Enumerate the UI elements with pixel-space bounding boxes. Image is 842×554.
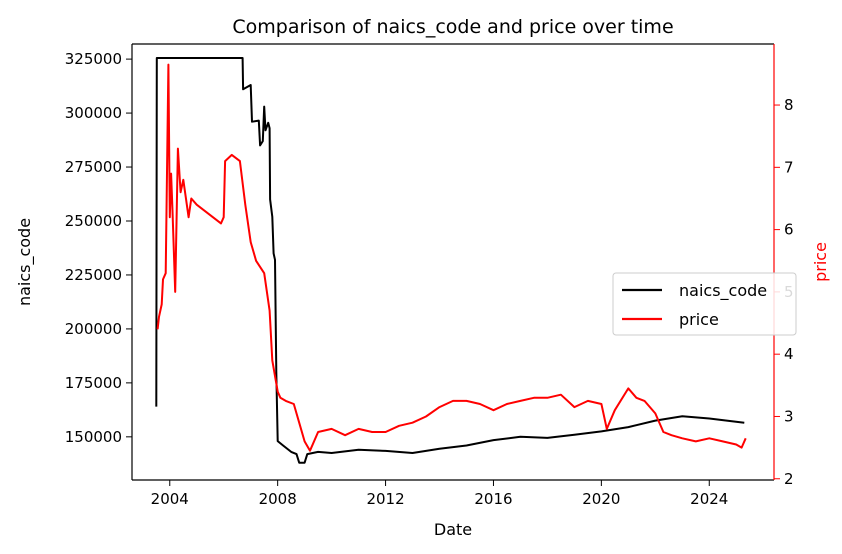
series-line-price <box>156 63 747 452</box>
y-left-tick-label: 300000 <box>65 104 122 122</box>
series-layer <box>155 57 747 464</box>
plot-frame <box>132 44 774 480</box>
x-tick-label: 2020 <box>582 490 620 508</box>
y-right-axis-label: price <box>811 242 830 282</box>
y-left-tick-label: 250000 <box>65 212 122 230</box>
y-right-tick-label: 8 <box>784 96 794 114</box>
x-tick-label: 2012 <box>366 490 404 508</box>
x-tick-label: 2008 <box>259 490 297 508</box>
y-right-tick-label: 4 <box>784 345 794 363</box>
x-tick-label: 2016 <box>474 490 512 508</box>
x-axis-label: Date <box>434 520 472 539</box>
y-left-tick-label: 325000 <box>65 50 122 68</box>
legend-label-naics_code: naics_code <box>679 281 767 301</box>
legend: naics_code price <box>612 272 797 336</box>
series-line-naics_code <box>155 57 745 464</box>
legend-label-price: price <box>679 310 719 329</box>
y-left-tick-label: 175000 <box>65 374 122 392</box>
x-axis-ticks: 2004 2008 2012 2016 2020 2024 <box>151 480 728 508</box>
y-right-tick-label: 6 <box>784 221 794 239</box>
y-left-axis-label: naics_code <box>15 218 35 306</box>
y-right-tick-label: 7 <box>784 158 794 176</box>
y-left-tick-label: 225000 <box>65 266 122 284</box>
x-tick-label: 2024 <box>690 490 728 508</box>
x-tick-label: 2004 <box>151 490 189 508</box>
y-left-tick-label: 275000 <box>65 158 122 176</box>
y-right-tick-label: 2 <box>784 470 794 488</box>
y-left-tick-label: 200000 <box>65 320 122 338</box>
y-left-axis-ticks: 150000 175000 200000 225000 250000 275000 3000… <box>65 50 132 446</box>
y-left-tick-label: 150000 <box>65 428 122 446</box>
y-right-tick-label: 3 <box>784 407 794 425</box>
chart-title: Comparison of naics_code and price over … <box>232 16 673 38</box>
